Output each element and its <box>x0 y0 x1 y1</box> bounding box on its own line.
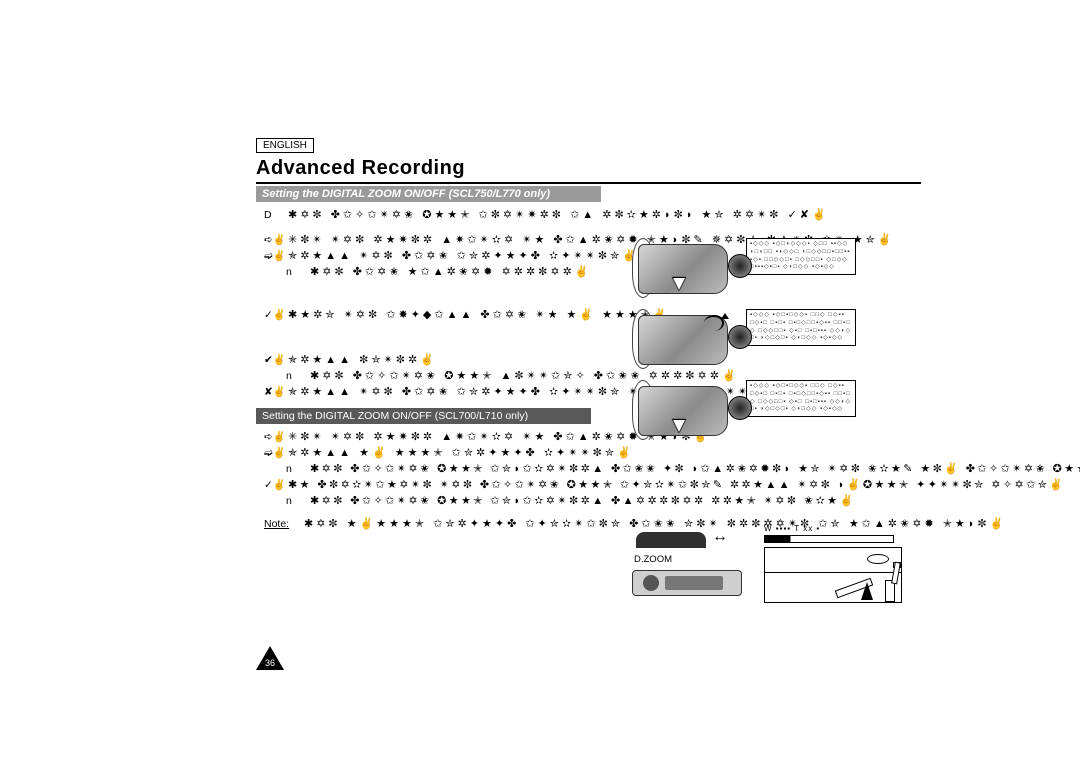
camera-illustration <box>628 309 746 372</box>
camera-illustration <box>628 238 746 301</box>
diagram-row: ▪◇◇◇ ▪◇□◗◇◇◇▪ ◇□□ ▪▪◇◇◗□◗□□ ▪◗◇◇□ ◗□◇◇□□… <box>628 238 923 301</box>
camera-illustration <box>628 380 746 443</box>
diagram-row: ▪◇◇◇ ▪◇□▪□◇◇▪ □□◇ □◇▪▪ □◇▪□ □▪□▪ □▪□◇□□▪… <box>628 309 923 372</box>
menu-screen-3: ▪◇◇◇ ▪◇□▪□◇◇▪ □□◇ □◇▪▪ □◇▪□ □▪□▪ □▪□◇□□▪… <box>746 380 856 417</box>
page-number: 36 <box>256 658 284 668</box>
zoom-diagram: ↔ D.ZOOM W ▪▪▪▪ T xx ▪ <box>628 524 920 604</box>
diagram-column: ▪◇◇◇ ▪◇□◗◇◇◇▪ ◇□□ ▪▪◇◇◗□◗□□ ▪◗◇◇□ ◗□◇◇□□… <box>628 238 923 451</box>
zoom-lever-illustration: ↔ D.ZOOM <box>628 524 748 598</box>
zoom-scale-scene: W ▪▪▪▪ T xx ▪ <box>764 524 902 604</box>
dzoom-label: D.ZOOM <box>634 554 672 565</box>
body-line: ✓✌✱★ ✤✼✡✫✴✩★✡✴✼ ✴✡✼ ✤✩✧✩✴✡✬ ✪★★✭ ✩✦✮✫✴✩✼… <box>264 478 921 491</box>
body-line: n✱✡✼ ✤✩✧✩✴✡✬ ✪★★✭ ✩✮◗✩✫✡✴✼✲▲ ✤✩✬✬ ✦✼ ◗✩▲… <box>286 462 921 475</box>
menu-screen-1: ▪◇◇◇ ▪◇□◗◇◇◇▪ ◇□□ ▪▪◇◇◗□◗□□ ▪◗◇◇□ ◗□◇◇□□… <box>746 238 856 275</box>
section-heading-2: Setting the DIGITAL ZOOM ON/OFF (SCL700/… <box>256 408 591 424</box>
zoom-scale-bar <box>764 535 894 543</box>
viewfinder-scene <box>764 547 902 603</box>
double-arrow-icon: ↔ <box>712 528 728 546</box>
chapter-title: Advanced Recording <box>256 157 921 184</box>
language-label: ENGLISH <box>256 138 314 153</box>
section-heading-1: Setting the DIGITAL ZOOM ON/OFF (SCL750/… <box>256 186 601 202</box>
body-line: D✱✡✼ ✤✩✧✩✴✡✬ ✪★★✭ ✩✼✡✴✷✲✼ ✩▲ ✲✼✫★✲◗✼◗ ★✮… <box>264 208 921 221</box>
body-line: n✱✡✼ ✤✩✧✩✴✡✬ ✪★★✭ ✩✮◗✩✫✡✴✼✲▲ ✤▲✡✲✲✼✡✲ ✲✲… <box>286 494 921 507</box>
menu-screen-2: ▪◇◇◇ ▪◇□▪□◇◇▪ □□◇ □◇▪▪ □◇▪□ □▪□▪ □▪□◇□□▪… <box>746 309 856 346</box>
diagram-row: ▪◇◇◇ ▪◇□▪□◇◇▪ □□◇ □◇▪▪ □◇▪□ □▪□▪ □▪□◇□□▪… <box>628 380 923 443</box>
